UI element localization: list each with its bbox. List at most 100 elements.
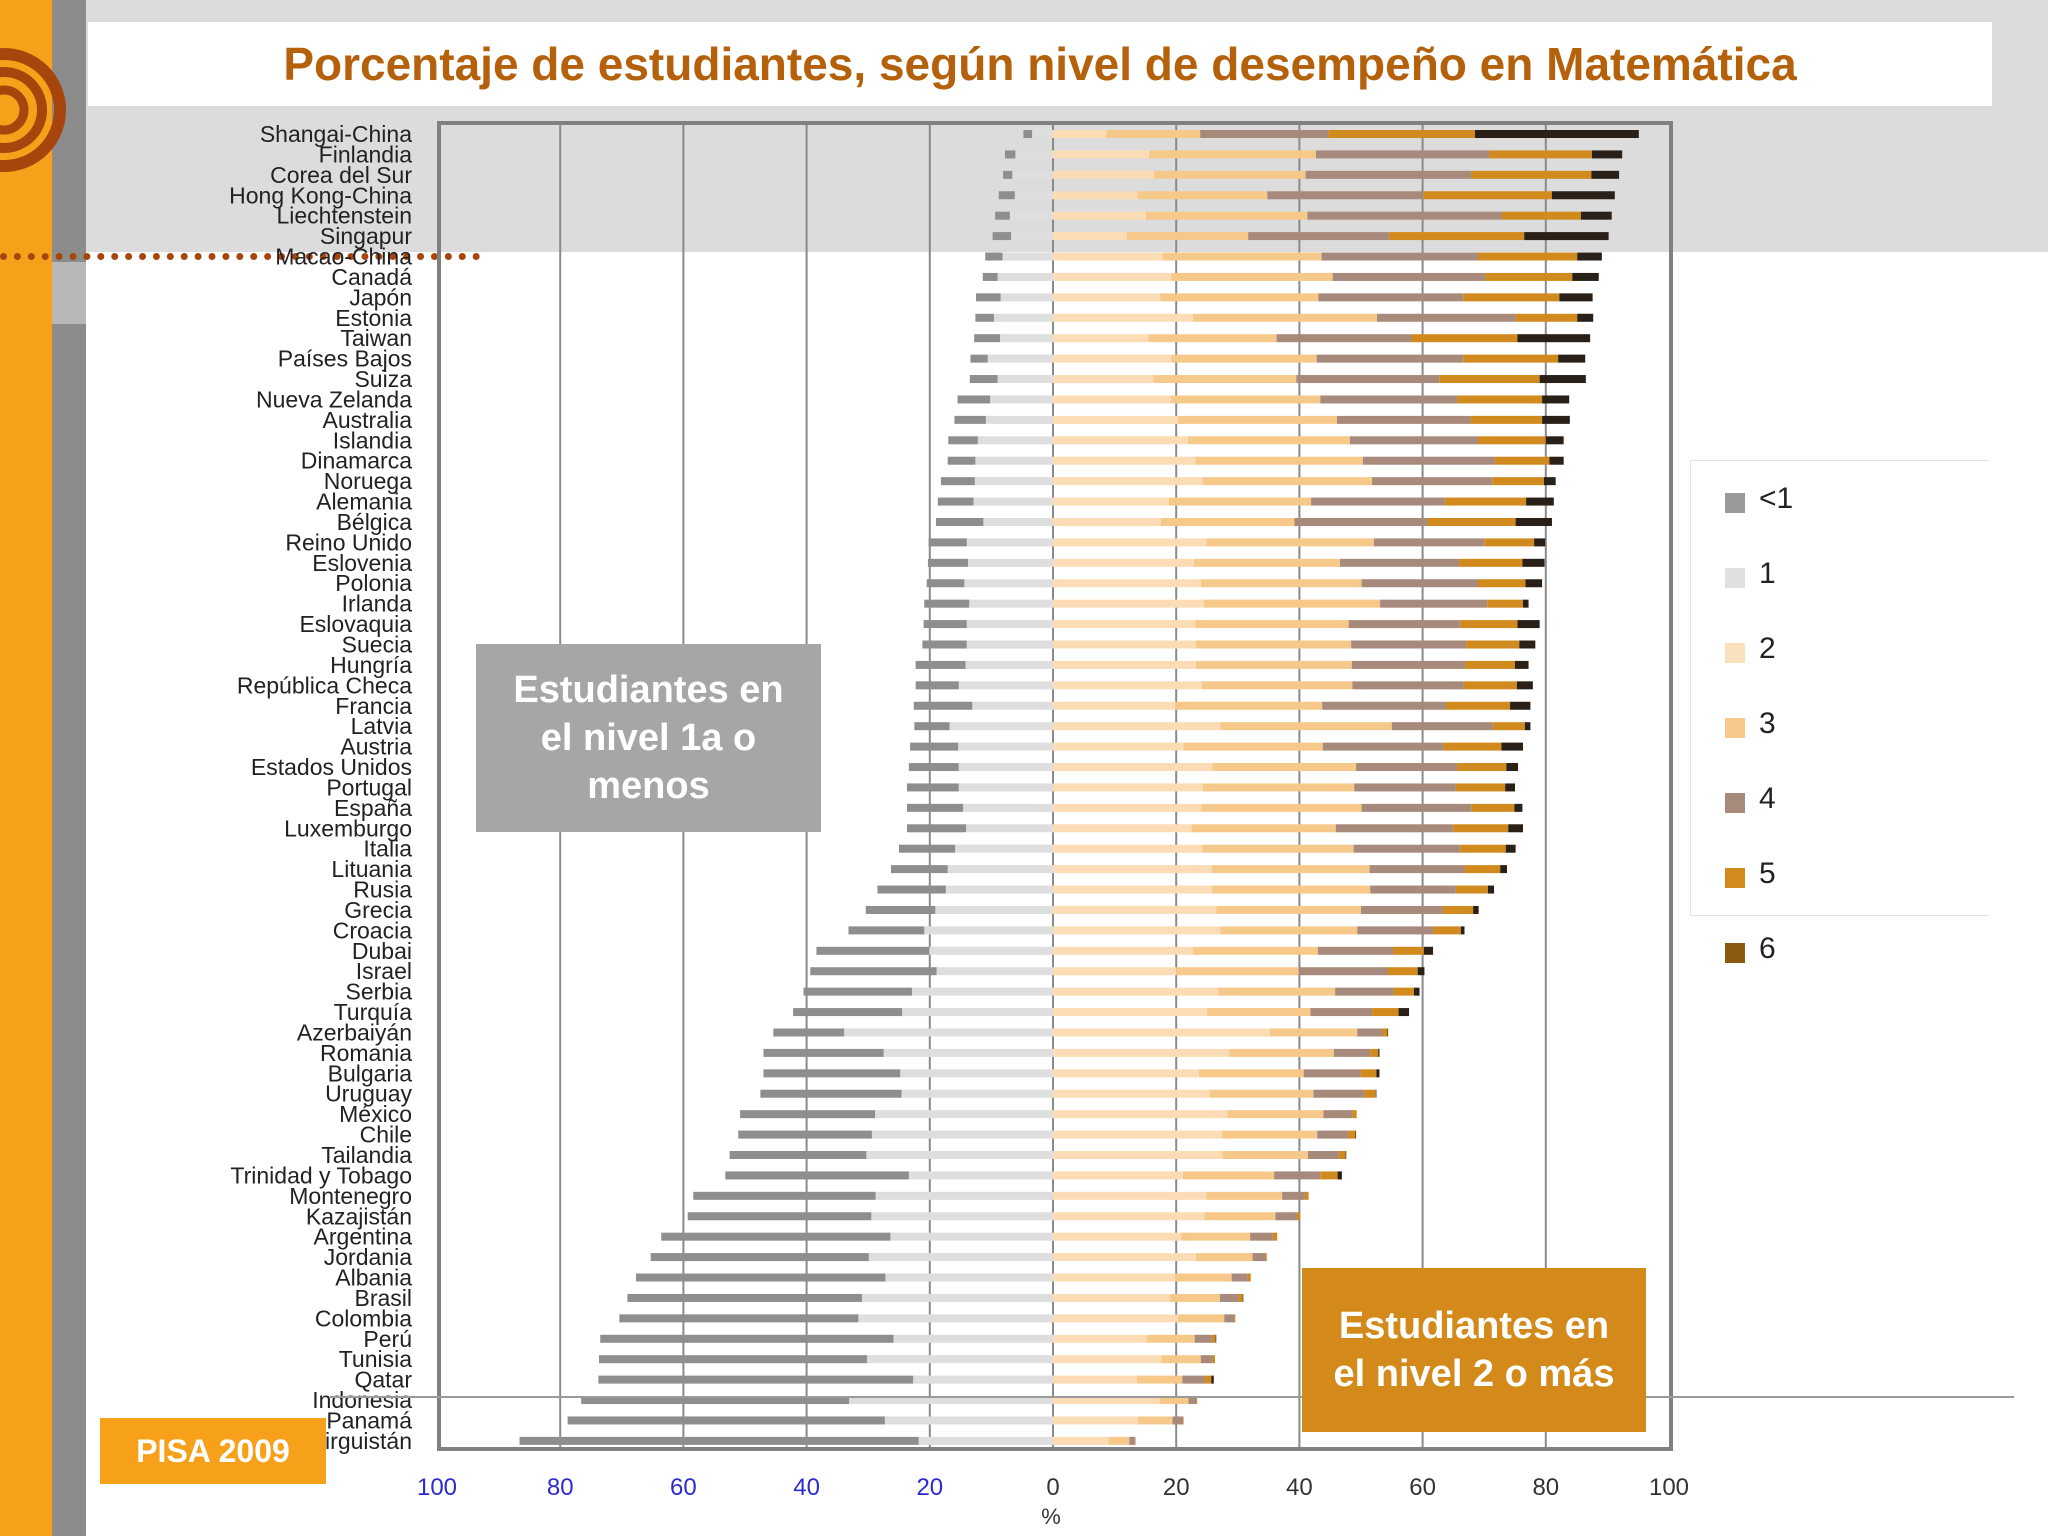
bar-segment xyxy=(1519,640,1536,649)
bar-segment xyxy=(1484,538,1535,547)
category-label: Japón xyxy=(349,284,412,310)
bar-segment xyxy=(1370,1048,1379,1057)
bar-segment xyxy=(1053,865,1212,874)
bar-segment xyxy=(1195,620,1349,629)
bar-segment xyxy=(581,1396,850,1405)
bar-segment xyxy=(1580,211,1612,220)
category-label: Polonia xyxy=(335,570,412,596)
bar-segment xyxy=(874,1110,1053,1119)
bar-segment xyxy=(1320,395,1458,404)
bar-segment xyxy=(1207,1008,1311,1017)
bar-segment xyxy=(1053,967,1177,976)
bar-segment xyxy=(907,824,967,833)
pisa-badge: PISA 2009 xyxy=(100,1418,326,1484)
bar-segment xyxy=(1494,456,1550,465)
bar-segment xyxy=(1393,946,1424,955)
category-label: Estonia xyxy=(335,305,412,331)
bar-segment xyxy=(1508,824,1524,833)
bar-segment xyxy=(1364,1089,1376,1098)
bar-segment xyxy=(725,1171,909,1180)
bar-segment xyxy=(1352,1110,1357,1119)
legend-swatch xyxy=(1725,943,1745,963)
bar-segment xyxy=(1053,1110,1228,1119)
bar-segment xyxy=(1316,150,1490,159)
bar-segment xyxy=(982,272,998,281)
bar-segment xyxy=(1003,170,1013,179)
bar-segment xyxy=(1275,1212,1297,1221)
bar-segment xyxy=(1159,1396,1189,1405)
category-label: Dinamarca xyxy=(301,448,412,474)
callout-below-level-2: Estudiantes en el nivel 1a o menos xyxy=(476,644,821,832)
bar-segment xyxy=(1191,824,1336,833)
bar-segment xyxy=(1577,313,1594,322)
bar-segment xyxy=(907,783,959,792)
bar-segment xyxy=(1216,905,1361,914)
category-label: Irlanda xyxy=(342,591,413,617)
bar-segment xyxy=(967,558,1053,567)
category-label: Brasil xyxy=(354,1285,412,1311)
bar-segment xyxy=(1545,436,1564,445)
bar-segment xyxy=(1238,1293,1243,1302)
category-label: Chile xyxy=(360,1122,412,1148)
bar-segment xyxy=(1317,946,1394,955)
bar-segment xyxy=(1465,660,1515,669)
bar-segment xyxy=(1201,803,1362,812)
bar-segment xyxy=(958,742,1053,751)
bar-segment xyxy=(1522,558,1545,567)
bar-segment xyxy=(913,1375,1053,1384)
bar-segment xyxy=(927,558,968,567)
bar-segment xyxy=(1377,313,1516,322)
bar-segment xyxy=(974,334,1001,343)
bar-segment xyxy=(969,599,1053,608)
bar-segment xyxy=(1250,1232,1273,1241)
bar-segment xyxy=(958,763,1053,772)
bar-segment xyxy=(983,517,1053,526)
bar-segment xyxy=(1471,170,1592,179)
bar-segment xyxy=(1137,191,1268,200)
bar-segment xyxy=(1200,579,1362,588)
bar-segment xyxy=(890,865,948,874)
bar-segment xyxy=(1463,293,1560,302)
bar-segment xyxy=(871,1130,1053,1139)
bar-segment xyxy=(940,477,975,486)
bar-segment xyxy=(793,1008,903,1017)
category-label: Eslovenia xyxy=(312,550,412,576)
bar-segment xyxy=(519,1436,919,1445)
legend-label: 6 xyxy=(1759,932,1776,965)
category-label: Jordania xyxy=(324,1244,412,1270)
bar-segment xyxy=(1391,722,1493,731)
bar-segment xyxy=(1202,783,1355,792)
bar-segment xyxy=(915,660,966,669)
plot-frame xyxy=(437,121,1673,1451)
category-label: Albania xyxy=(335,1265,412,1291)
left-gray-highlight xyxy=(52,262,86,324)
bar-segment xyxy=(1219,1293,1239,1302)
legend-swatch xyxy=(1725,793,1745,813)
bar-segment xyxy=(1463,681,1517,690)
bar-segment xyxy=(918,1436,1053,1445)
bar-segment xyxy=(1023,130,1033,138)
bar-segment xyxy=(1473,905,1479,914)
bar-segment xyxy=(1323,1110,1353,1119)
bar-segment xyxy=(1032,130,1053,138)
bar-segment xyxy=(816,946,930,955)
bar-segment xyxy=(1053,1436,1109,1445)
bar-segment xyxy=(1444,497,1527,506)
bar-segment xyxy=(1332,272,1486,281)
category-label: Shangai-China xyxy=(260,121,412,147)
bar-segment xyxy=(911,987,1053,996)
bar-segment xyxy=(1515,313,1578,322)
bar-segment xyxy=(1505,783,1515,792)
bar-segment xyxy=(1361,803,1472,812)
bar-segment xyxy=(1592,150,1623,159)
category-label: Liechtenstein xyxy=(276,203,412,229)
bar-segment xyxy=(928,538,967,547)
bar-segment xyxy=(1446,701,1511,710)
x-tick-label: 60 xyxy=(670,1474,697,1501)
bar-segment xyxy=(1053,1314,1179,1323)
category-label: Hong Kong-China xyxy=(229,182,412,208)
bar-segment xyxy=(997,375,1053,384)
bar-segment xyxy=(1053,375,1154,384)
bar-segment xyxy=(803,987,912,996)
category-label: Bulgaria xyxy=(328,1060,413,1086)
